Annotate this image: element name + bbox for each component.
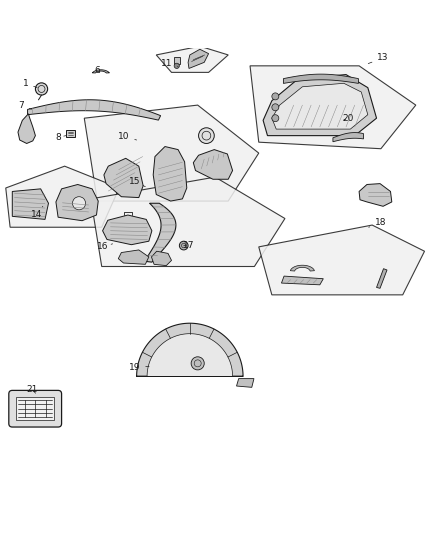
Polygon shape — [258, 225, 424, 295]
Polygon shape — [193, 150, 232, 179]
Polygon shape — [136, 323, 243, 376]
Polygon shape — [376, 269, 386, 288]
Text: 13: 13 — [367, 53, 388, 63]
Circle shape — [271, 115, 278, 122]
Circle shape — [198, 128, 214, 143]
Polygon shape — [151, 251, 171, 265]
Polygon shape — [102, 215, 152, 245]
FancyBboxPatch shape — [9, 390, 61, 427]
Text: 16: 16 — [97, 243, 113, 252]
Polygon shape — [153, 147, 186, 201]
Polygon shape — [156, 46, 228, 72]
Polygon shape — [271, 83, 367, 129]
Text: 15: 15 — [128, 177, 145, 187]
Polygon shape — [290, 265, 314, 271]
Polygon shape — [262, 75, 376, 135]
Polygon shape — [147, 334, 232, 376]
Polygon shape — [92, 70, 109, 73]
Text: 21: 21 — [26, 385, 38, 394]
Polygon shape — [18, 114, 35, 143]
FancyBboxPatch shape — [16, 397, 54, 421]
Circle shape — [179, 241, 187, 250]
Text: 10: 10 — [117, 132, 136, 141]
Polygon shape — [281, 276, 322, 285]
Polygon shape — [187, 49, 208, 68]
Text: 18: 18 — [368, 219, 386, 228]
Polygon shape — [250, 66, 415, 149]
Circle shape — [35, 83, 47, 95]
Text: 17: 17 — [183, 241, 194, 250]
Text: 19: 19 — [128, 363, 149, 372]
Text: 6: 6 — [94, 66, 100, 75]
Polygon shape — [6, 166, 119, 227]
Circle shape — [271, 93, 278, 100]
Polygon shape — [12, 189, 48, 220]
Polygon shape — [91, 177, 284, 266]
Polygon shape — [56, 184, 98, 221]
Polygon shape — [283, 74, 357, 83]
Text: 1: 1 — [22, 79, 37, 88]
Polygon shape — [28, 100, 160, 120]
Polygon shape — [66, 131, 74, 136]
Polygon shape — [118, 250, 148, 264]
Circle shape — [72, 197, 85, 210]
Circle shape — [191, 357, 204, 370]
Polygon shape — [84, 105, 258, 201]
Circle shape — [174, 63, 179, 68]
Polygon shape — [144, 203, 176, 262]
Polygon shape — [104, 158, 143, 198]
Polygon shape — [358, 183, 391, 206]
Polygon shape — [173, 57, 180, 64]
Text: 11: 11 — [160, 59, 178, 68]
Polygon shape — [236, 378, 254, 387]
Text: 14: 14 — [31, 206, 43, 219]
Text: 20: 20 — [342, 114, 353, 123]
Text: 8: 8 — [55, 133, 66, 142]
Circle shape — [271, 104, 278, 111]
Polygon shape — [332, 133, 363, 142]
Text: 7: 7 — [18, 101, 32, 110]
